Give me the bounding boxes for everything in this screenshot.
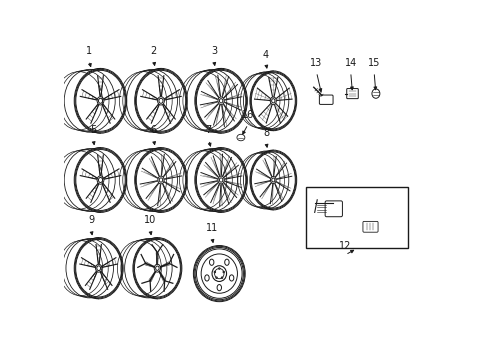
- Ellipse shape: [204, 275, 209, 281]
- Text: 12: 12: [338, 240, 351, 251]
- Ellipse shape: [218, 268, 220, 269]
- Ellipse shape: [229, 275, 233, 281]
- Text: 8: 8: [263, 127, 268, 138]
- Text: 4: 4: [263, 50, 268, 60]
- Ellipse shape: [223, 271, 224, 273]
- Ellipse shape: [224, 259, 229, 265]
- Text: 16: 16: [242, 110, 254, 120]
- Ellipse shape: [221, 277, 223, 279]
- Ellipse shape: [214, 271, 215, 273]
- Ellipse shape: [217, 284, 221, 291]
- Text: 10: 10: [144, 215, 156, 225]
- Bar: [305, 187, 407, 248]
- Text: 3: 3: [210, 46, 217, 56]
- Text: 1: 1: [86, 46, 92, 56]
- Text: 9: 9: [88, 215, 94, 225]
- Ellipse shape: [209, 259, 213, 265]
- Ellipse shape: [215, 277, 217, 279]
- Text: 7: 7: [205, 125, 211, 135]
- Text: 13: 13: [310, 58, 322, 68]
- Text: 14: 14: [344, 58, 356, 68]
- Text: 2: 2: [150, 46, 157, 56]
- Text: 6: 6: [150, 125, 157, 135]
- Text: 11: 11: [205, 223, 218, 233]
- Text: 5: 5: [90, 125, 96, 135]
- Text: 15: 15: [367, 58, 380, 68]
